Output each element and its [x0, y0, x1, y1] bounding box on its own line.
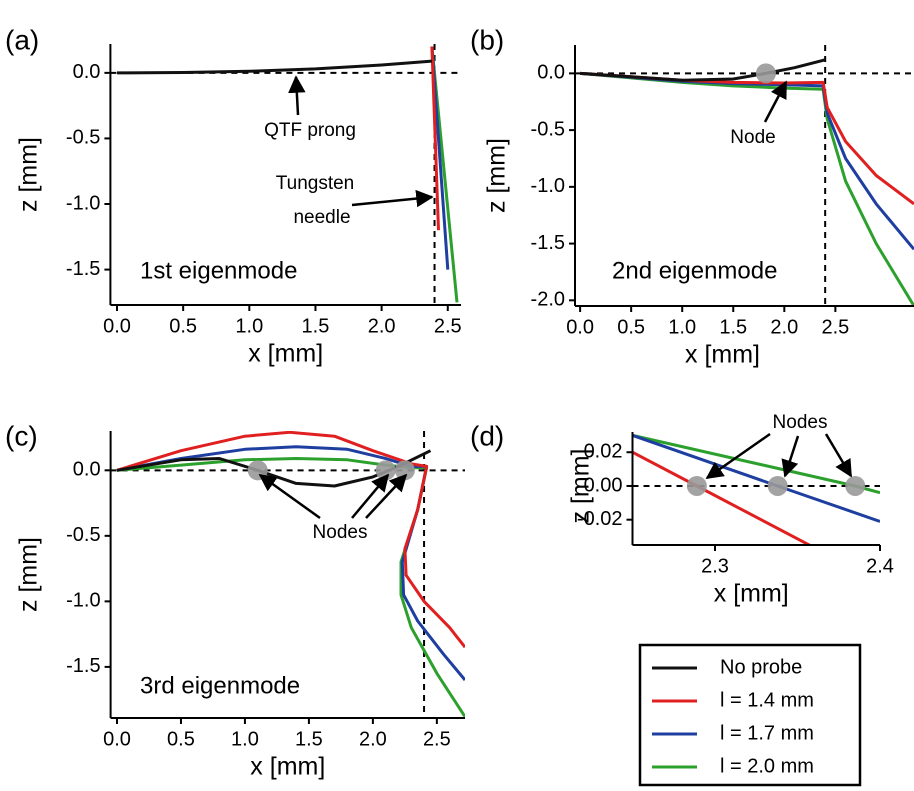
- annotation-arrow: [781, 435, 800, 478]
- x-tick-label: 2.5: [434, 315, 462, 337]
- y-tick-label: 0.0: [73, 459, 101, 481]
- curve: [116, 431, 465, 649]
- annotation: needle: [293, 207, 350, 228]
- annotation-arrow: [258, 473, 321, 520]
- legend-label: l = 1.7 mm: [720, 722, 814, 744]
- node-marker: [767, 475, 788, 496]
- legend-label: No probe: [720, 656, 802, 678]
- x-tick-label: 0.5: [167, 728, 195, 750]
- panel-title: (b): [470, 24, 504, 55]
- y-axis-label: z [mm]: [15, 137, 43, 212]
- plot-area: [116, 46, 459, 303]
- y-tick-label: -1.5: [66, 655, 100, 677]
- x-axis-label: x [mm]: [250, 753, 325, 781]
- x-tick-label: 1.0: [668, 316, 696, 338]
- y-tick-label: 0.0: [73, 61, 101, 83]
- y-tick-label: 0.02: [584, 441, 623, 463]
- annotation-arrow: [824, 433, 853, 478]
- x-tick-label: 2.5: [423, 728, 451, 750]
- x-tick-label: 0.0: [103, 315, 131, 337]
- plot-area: [116, 431, 465, 718]
- x-tick-label: 1.5: [302, 315, 330, 337]
- y-tick-label: -1.0: [66, 192, 100, 214]
- y-tick-label: -0.02: [577, 508, 623, 530]
- x-tick-label: 0.0: [566, 316, 594, 338]
- y-axis-label: z [mm]: [567, 449, 595, 524]
- curve: [116, 59, 433, 75]
- x-tick-label: 2.0: [770, 316, 798, 338]
- annotation-arrow: [351, 473, 390, 519]
- panel-title: (d): [470, 420, 504, 451]
- annotation: Nodes: [313, 522, 368, 543]
- curve: [580, 58, 826, 82]
- x-axis-label: x [mm]: [714, 580, 789, 608]
- node-marker: [755, 63, 776, 84]
- y-axis-label: z [mm]: [15, 537, 43, 612]
- plot-area: [579, 58, 914, 306]
- annotation-arrow: [763, 80, 788, 123]
- annotation-arrow: [705, 432, 771, 480]
- annotation-arrow: [351, 189, 434, 208]
- x-tick-label: 2.3: [701, 555, 729, 577]
- x-tick-label: 1.5: [719, 316, 747, 338]
- x-tick-label: 2.0: [359, 728, 387, 750]
- x-tick-label: 2.0: [368, 315, 396, 337]
- y-tick-label: -2.0: [531, 289, 565, 311]
- panel-title: (c): [5, 420, 38, 451]
- annotation: Node: [730, 127, 775, 148]
- annotation: QTF prong: [264, 120, 356, 141]
- mode-label: 3rd eigenmode: [140, 672, 300, 699]
- legend-label: l = 2.0 mm: [720, 755, 814, 777]
- legend-label: l = 1.4 mm: [720, 689, 814, 711]
- x-tick-label: 1.0: [235, 315, 263, 337]
- x-tick-label: 0.5: [169, 315, 197, 337]
- y-tick-label: -1.5: [531, 232, 565, 254]
- x-tick-label: 1.0: [231, 728, 259, 750]
- y-tick-label: -0.5: [66, 127, 100, 149]
- y-axis-label: z [mm]: [483, 138, 511, 213]
- y-tick-label: -1.5: [66, 258, 100, 280]
- y-tick-label: -0.5: [66, 524, 100, 546]
- panel-title: (a): [5, 24, 39, 55]
- x-tick-label: 1.5: [295, 728, 323, 750]
- x-axis-label: x [mm]: [685, 341, 760, 369]
- x-tick-label: 2.5: [821, 316, 849, 338]
- plot-area: [632, 433, 880, 545]
- annotation: Tungsten: [276, 173, 355, 194]
- annotation-arrow: [365, 473, 408, 519]
- mode-label: 2nd eigenmode: [612, 257, 777, 284]
- mode-label: 1st eigenmode: [140, 257, 297, 284]
- x-tick-label: 0.0: [103, 728, 131, 750]
- x-tick-label: 2.4: [866, 555, 894, 577]
- y-tick-label: -1.0: [531, 175, 565, 197]
- y-tick-label: 0.0: [537, 62, 565, 84]
- annotation: Nodes: [773, 412, 828, 433]
- annotation-arrow: [288, 75, 306, 116]
- y-tick-label: 0.00: [584, 474, 623, 496]
- node-marker: [845, 475, 866, 496]
- x-axis-label: x [mm]: [248, 340, 323, 368]
- y-tick-label: -0.5: [531, 118, 565, 140]
- x-tick-label: 0.5: [617, 316, 645, 338]
- curve: [430, 46, 440, 231]
- node-marker: [686, 475, 707, 496]
- curve: [632, 433, 880, 523]
- y-tick-label: -1.0: [66, 590, 100, 612]
